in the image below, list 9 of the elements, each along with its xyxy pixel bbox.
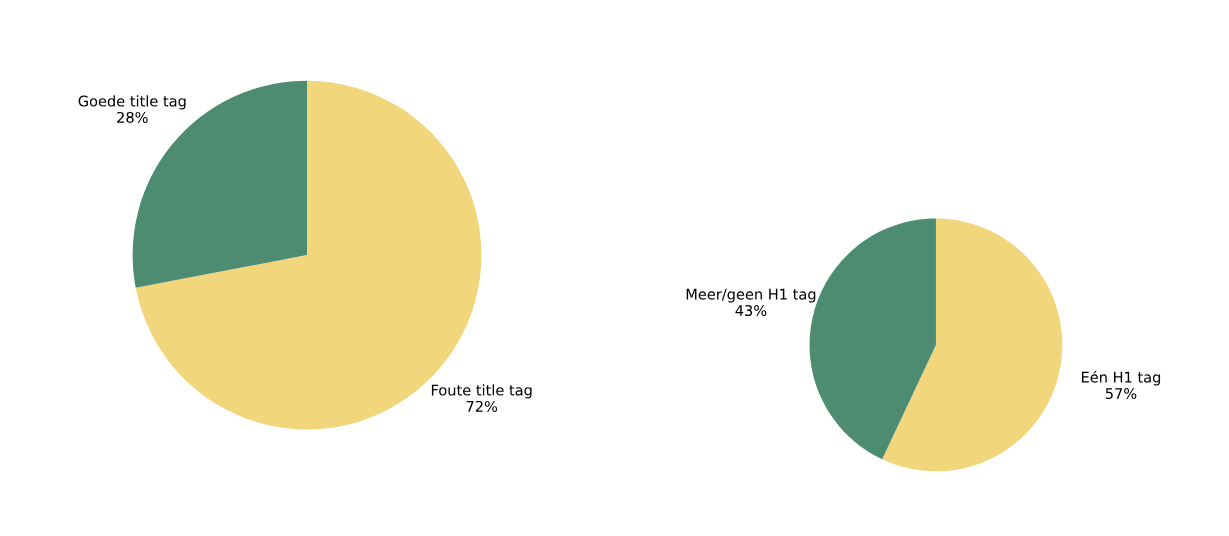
slice-label: Eén H1 tag	[1081, 370, 1161, 386]
data-label: 43%	[735, 304, 767, 317]
data-label: 57%	[1105, 387, 1137, 400]
data-label: 28%	[117, 111, 148, 123]
pie-slice	[882, 218, 1063, 472]
data-label: 72%	[466, 400, 498, 412]
slice-label: Meer/geen H1 tag	[686, 288, 816, 303]
slice-label: Foute title tag	[431, 384, 532, 399]
slice-label: Goede title tag	[78, 95, 186, 110]
